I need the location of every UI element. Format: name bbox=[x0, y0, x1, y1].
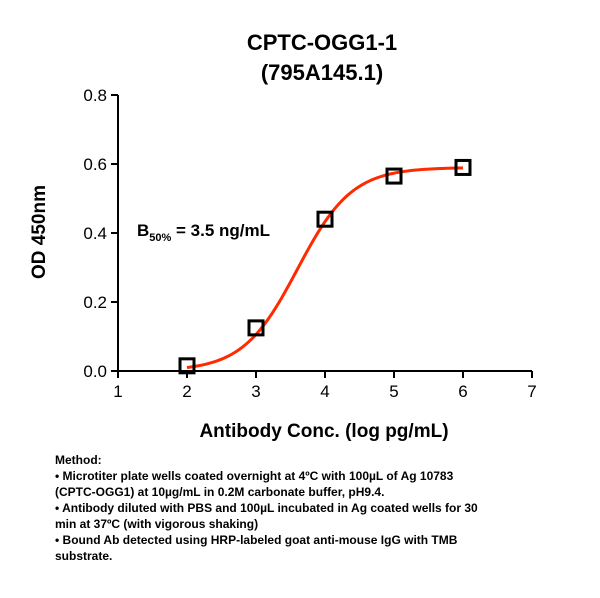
x-tick-label: 1 bbox=[113, 382, 122, 401]
method-heading: Method: bbox=[55, 453, 102, 467]
method-line-6: substrate. bbox=[55, 549, 113, 563]
y-tick-label: 0.4 bbox=[83, 224, 107, 243]
method-line-2: (CPTC-OGG1) at 10µg/mL in 0.2M carbonate… bbox=[55, 485, 385, 499]
b50-annotation-subscript: 50% bbox=[149, 232, 171, 244]
x-axis-ticks: 1 2 3 4 5 6 7 bbox=[113, 371, 537, 401]
b50-annotation-value: = 3.5 ng/mL bbox=[171, 221, 270, 240]
b50-annotation-main: B bbox=[137, 221, 149, 240]
y-tick-label: 0.2 bbox=[83, 293, 107, 312]
data-point bbox=[178, 357, 196, 375]
x-axis-label: Antibody Conc. (log pg/mL) bbox=[199, 421, 448, 442]
y-tick-label: 0.8 bbox=[83, 86, 107, 105]
data-point bbox=[454, 158, 472, 176]
method-notes: Method: • Microtiter plate wells coated … bbox=[55, 452, 575, 564]
data-point bbox=[385, 167, 403, 185]
x-tick-label: 7 bbox=[527, 382, 536, 401]
method-line-5: • Bound Ab detected using HRP-labeled go… bbox=[55, 533, 458, 547]
chart-title-line-2: (795A145.1) bbox=[261, 60, 383, 85]
y-axis-ticks: 0.0 0.2 0.4 0.6 0.8 bbox=[83, 86, 118, 381]
data-point bbox=[247, 319, 265, 337]
method-line-4: min at 37ºC (with vigorous shaking) bbox=[55, 517, 259, 531]
x-tick-label: 4 bbox=[320, 382, 329, 401]
data-points bbox=[178, 158, 472, 375]
x-tick-label: 2 bbox=[182, 382, 191, 401]
fit-curve bbox=[186, 166, 464, 370]
y-axis-label: OD 450nm bbox=[29, 185, 50, 279]
chart-title-line-1: CPTC-OGG1-1 bbox=[247, 30, 397, 55]
x-tick-label: 5 bbox=[389, 382, 398, 401]
y-tick-label: 0.0 bbox=[83, 362, 107, 381]
x-tick-label: 6 bbox=[458, 382, 467, 401]
method-line-3: • Antibody diluted with PBS and 100µL in… bbox=[55, 501, 478, 515]
x-tick-label: 3 bbox=[251, 382, 260, 401]
y-tick-label: 0.6 bbox=[83, 155, 107, 174]
b50-annotation: B50% = 3.5 ng/mL bbox=[137, 221, 270, 244]
data-point bbox=[316, 210, 334, 228]
method-line-1: • Microtiter plate wells coated overnigh… bbox=[55, 469, 454, 483]
